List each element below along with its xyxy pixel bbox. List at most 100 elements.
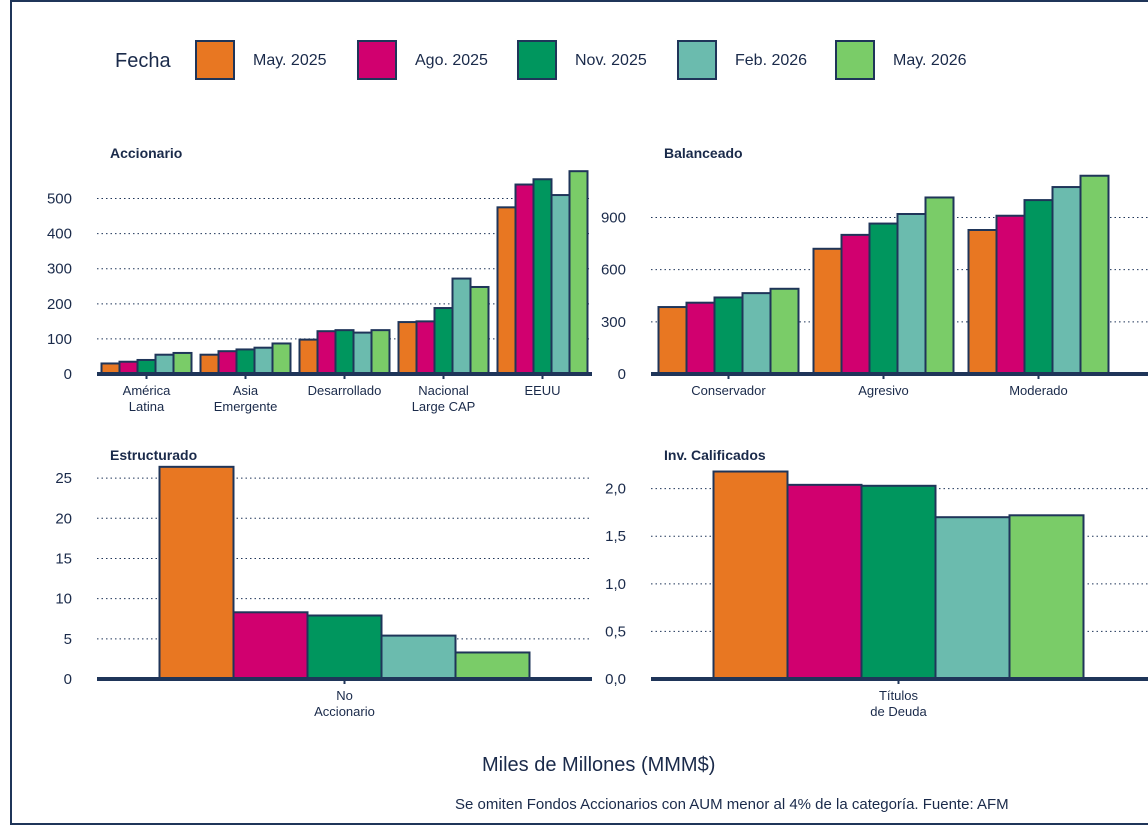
bar bbox=[1023, 199, 1054, 375]
legend-swatch bbox=[677, 40, 717, 80]
bar bbox=[454, 651, 531, 681]
bar bbox=[568, 170, 589, 376]
chart-title: Accionario bbox=[110, 145, 182, 161]
y-tick-label: 0,0 bbox=[605, 671, 626, 688]
bar bbox=[433, 307, 454, 376]
y-tick-label: 2,0 bbox=[605, 481, 626, 498]
bar bbox=[860, 484, 937, 681]
y-tick-label: 20 bbox=[55, 510, 72, 527]
y-tick-label: 1,5 bbox=[605, 528, 626, 545]
chart-title: Balanceado bbox=[664, 145, 743, 161]
legend-label: Ago. 2025 bbox=[415, 52, 488, 69]
bar bbox=[158, 465, 235, 681]
bar bbox=[380, 634, 457, 681]
bar bbox=[306, 614, 383, 680]
bar bbox=[172, 351, 193, 376]
bar bbox=[1008, 514, 1085, 680]
bar bbox=[1079, 174, 1110, 375]
bar bbox=[786, 483, 863, 681]
y-tick-label: 15 bbox=[55, 550, 72, 567]
legend: Fecha May. 2025 Ago. 2025 Nov. 2025 Feb.… bbox=[0, 0, 1148, 110]
chart-title: Estructurado bbox=[110, 447, 197, 463]
bar bbox=[685, 301, 716, 375]
x-tick-label: No Accionario bbox=[314, 688, 375, 719]
chart-inv-calificados: Inv. Calificados 0,0 0,5 1,0 1,5 2,0 Títulos de… bbox=[605, 447, 1148, 719]
x-tick-label: Conservador bbox=[691, 383, 766, 398]
y-tick-label: 5 bbox=[64, 631, 72, 648]
bar bbox=[232, 611, 309, 680]
legend-label: Nov. 2025 bbox=[575, 52, 647, 69]
bar bbox=[451, 277, 472, 375]
bar bbox=[967, 229, 998, 375]
bar bbox=[298, 338, 319, 375]
bar bbox=[995, 214, 1026, 375]
y-tick-label: 300 bbox=[47, 261, 72, 278]
bar bbox=[741, 292, 772, 375]
bar bbox=[235, 348, 256, 376]
bar bbox=[550, 194, 571, 376]
x-tick-label: Agresivo bbox=[858, 383, 909, 398]
units-caption: Miles de Millones (MMM$) bbox=[482, 754, 716, 776]
y-tick-label: 900 bbox=[601, 209, 626, 226]
y-tick-label: 600 bbox=[601, 262, 626, 279]
y-tick-label: 25 bbox=[55, 470, 72, 487]
y-tick-label: 500 bbox=[47, 191, 72, 208]
y-tick-label: 10 bbox=[55, 591, 72, 608]
bar bbox=[769, 287, 800, 375]
y-tick-label: 0 bbox=[618, 366, 626, 383]
legend-swatch bbox=[357, 40, 397, 80]
bar bbox=[896, 213, 927, 375]
bar bbox=[840, 233, 871, 375]
legend-swatch bbox=[517, 40, 557, 80]
bar bbox=[657, 306, 688, 375]
chart-title: Inv. Calificados bbox=[664, 447, 766, 463]
bar bbox=[415, 320, 436, 376]
x-tick-label: Nacional Large CAP bbox=[412, 383, 476, 414]
y-tick-label: 400 bbox=[47, 226, 72, 243]
bar bbox=[334, 329, 355, 375]
y-tick-label: 0 bbox=[64, 671, 72, 688]
bar bbox=[352, 331, 373, 376]
x-tick-label: Asia Emergente bbox=[214, 383, 278, 414]
bar bbox=[370, 329, 391, 375]
legend-swatch bbox=[195, 40, 235, 80]
bar bbox=[934, 516, 1011, 680]
bar bbox=[532, 178, 553, 376]
chart-estructurado: Estructurado 0 5 10 15 20 25 No Accionario bbox=[55, 447, 592, 719]
bar bbox=[469, 285, 490, 375]
bar bbox=[253, 346, 274, 375]
x-tick-label: Desarrollado bbox=[308, 383, 382, 398]
x-tick-label: Moderado bbox=[1009, 383, 1068, 398]
bar bbox=[199, 353, 220, 375]
bar bbox=[713, 296, 744, 375]
legend-swatch bbox=[835, 40, 875, 80]
bar bbox=[514, 183, 535, 375]
bar bbox=[812, 247, 843, 375]
legend-label: May. 2025 bbox=[253, 52, 327, 69]
bar bbox=[924, 196, 955, 376]
source-note: Se omiten Fondos Accionarios con AUM men… bbox=[455, 796, 1009, 813]
legend-title: Fecha bbox=[115, 50, 171, 72]
y-tick-label: 1,0 bbox=[605, 576, 626, 593]
bar bbox=[271, 342, 292, 375]
y-tick-label: 0 bbox=[64, 366, 72, 383]
bar bbox=[868, 222, 899, 375]
y-tick-label: 300 bbox=[601, 314, 626, 331]
chart-accionario: Accionario 0 100 200 300 400 500 América Latina A… bbox=[47, 145, 592, 414]
x-tick-label: EEUU bbox=[524, 383, 560, 398]
bar bbox=[397, 321, 418, 375]
y-tick-label: 200 bbox=[47, 296, 72, 313]
legend-label: Feb. 2026 bbox=[735, 52, 808, 69]
y-tick-label: 100 bbox=[47, 331, 72, 348]
bar bbox=[154, 353, 175, 375]
legend-label: May. 2026 bbox=[893, 52, 967, 69]
x-tick-label: América Latina bbox=[123, 383, 171, 414]
y-tick-label: 0,5 bbox=[605, 623, 626, 640]
x-tick-label: Títulos de Deuda bbox=[870, 688, 927, 719]
bar bbox=[136, 358, 157, 375]
bar bbox=[217, 350, 238, 375]
chart-balanceado: Balanceado 0 300 600 900 Conservador Agresivo M… bbox=[601, 145, 1148, 398]
bar bbox=[316, 330, 337, 375]
bar bbox=[496, 206, 517, 376]
bar bbox=[1051, 186, 1082, 376]
